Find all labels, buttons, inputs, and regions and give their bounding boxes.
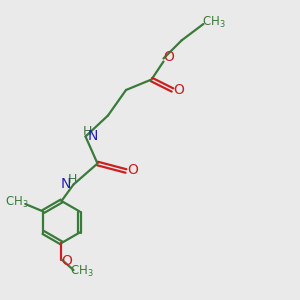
Text: H: H <box>67 172 77 186</box>
Text: N: N <box>61 178 71 191</box>
Text: O: O <box>61 254 72 268</box>
Text: CH$_3$: CH$_3$ <box>202 15 225 30</box>
Text: CH$_3$: CH$_3$ <box>5 195 29 210</box>
Text: N: N <box>88 130 98 143</box>
Text: H: H <box>82 124 92 138</box>
Text: O: O <box>163 50 174 64</box>
Text: O: O <box>127 164 138 177</box>
Text: O: O <box>174 83 184 97</box>
Text: CH$_3$: CH$_3$ <box>70 264 94 279</box>
